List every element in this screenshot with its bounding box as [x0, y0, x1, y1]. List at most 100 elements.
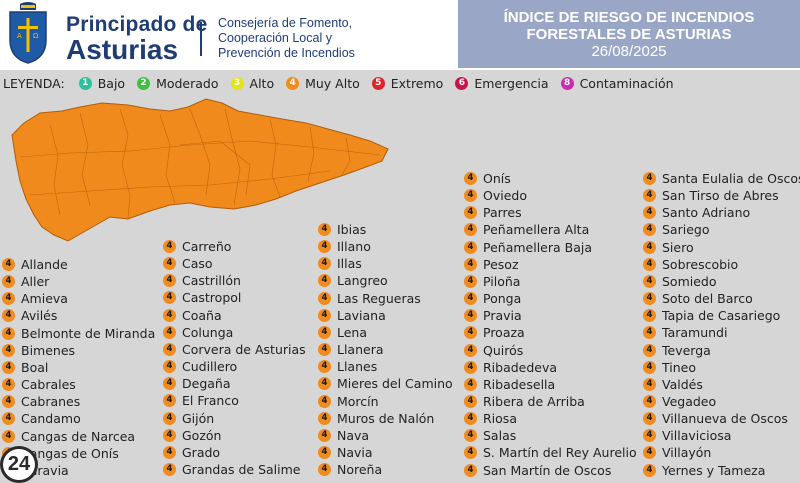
- risk-level-badge: 4: [464, 309, 477, 323]
- legend-item: 4 Muy Alto: [286, 76, 360, 91]
- legend: LEYENDA: 1 Bajo 2 Moderado 3 Alto 4 Muy Alto 5 Ex…: [3, 75, 686, 91]
- risk-level-dot: 1: [78, 76, 92, 90]
- municipality-row: 4 S. Martín del Rey Aurelio: [464, 444, 637, 461]
- risk-level-badge: 4: [163, 360, 176, 374]
- municipality-name: Santo Adriano: [662, 205, 751, 221]
- risk-level-badge: 4: [643, 360, 656, 374]
- municipality-name: Llanera: [337, 342, 384, 358]
- risk-level-badge: 4: [643, 274, 656, 288]
- risk-level-badge: 4: [163, 445, 176, 459]
- municipality-row: 4 Castrillón: [163, 272, 241, 289]
- municipality-name: Cabranes: [21, 394, 81, 410]
- risk-level-badge: 4: [643, 377, 656, 391]
- municipality-row: 4 Onís: [464, 170, 511, 187]
- risk-level-badge: 4: [2, 343, 15, 357]
- risk-level-badge: 4: [464, 292, 477, 306]
- municipality-name: Corvera de Asturias: [182, 341, 306, 357]
- risk-level-badge: 4: [163, 291, 176, 305]
- risk-level-badge: 4: [163, 257, 176, 271]
- risk-level-badge: 4: [163, 377, 176, 391]
- legend-item: 2 Moderado: [137, 76, 219, 91]
- risk-level-badge: 4: [643, 394, 656, 408]
- municipality-row: 4 Gijón: [163, 410, 214, 427]
- municipality-row: 4 Lena: [318, 324, 367, 341]
- municipality-row: 4 Colunga: [163, 324, 233, 341]
- municipality-name: Pesoz: [483, 256, 519, 272]
- municipality-name: Boal: [21, 359, 49, 375]
- municipality-name: Mieres del Camino: [337, 376, 453, 392]
- risk-level-badge: 4: [643, 343, 656, 357]
- risk-level-badge: 4: [643, 257, 656, 271]
- municipality-name: Bimenes: [21, 342, 76, 358]
- risk-level-badge: 4: [2, 326, 15, 340]
- municipality-row: 4 Parres: [464, 204, 522, 221]
- header-divider: [200, 22, 202, 56]
- municipality-row: 4 Illas: [318, 255, 362, 272]
- municipality-name: Onís: [483, 171, 511, 186]
- municipality-row: 4 Taramundi: [643, 324, 727, 341]
- municipality-name: Teverga: [662, 342, 711, 358]
- risk-level-badge: 4: [318, 257, 331, 271]
- risk-level-badge: 4: [464, 172, 477, 185]
- municipality-name: Carreño: [182, 239, 232, 254]
- municipality-name: Piloña: [483, 273, 521, 289]
- municipality-name: Parres: [483, 205, 522, 221]
- risk-level-badge: 4: [318, 223, 331, 236]
- risk-level-badge: 4: [2, 258, 15, 271]
- risk-level-badge: 4: [163, 394, 176, 408]
- municipality-row: 4 Laviana: [318, 307, 386, 324]
- municipality-name: Siero: [662, 239, 694, 255]
- municipality-row: 4 Villayón: [643, 444, 711, 461]
- municipality-row: 4 Sariego: [643, 221, 709, 238]
- municipality-name: Riosa: [483, 411, 517, 427]
- municipality-name: Somiedo: [662, 273, 717, 289]
- risk-level-badge: 4: [318, 377, 331, 391]
- legend-item-label: Bajo: [97, 75, 126, 91]
- municipality-row: 4 Ibias: [318, 221, 366, 238]
- risk-level-badge: 4: [318, 445, 331, 459]
- municipality-row: 4 Soto del Barco: [643, 290, 753, 307]
- municipality-row: 4 Tineo: [643, 359, 696, 376]
- municipality-name: Villayón: [662, 445, 712, 461]
- municipality-row: 4 Morcín: [318, 393, 379, 410]
- title-box: ÍNDICE DE RIESGO DE INCENDIOS FORESTALES…: [458, 0, 800, 68]
- municipality-name: Ponga: [483, 291, 522, 307]
- risk-level-badge: 4: [318, 325, 331, 339]
- risk-level-badge: 4: [318, 274, 331, 288]
- municipality-row: 4 Ribadedeva: [464, 359, 557, 376]
- municipality-row: 4 Yernes y Tameza: [643, 462, 765, 479]
- municipality-name: Nava: [337, 427, 370, 443]
- risk-level-badge: 4: [318, 394, 331, 408]
- risk-level-badge: 4: [464, 429, 477, 443]
- municipality-name: Grandas de Salime: [182, 461, 301, 477]
- municipality-row: 4 Candamo: [2, 410, 81, 427]
- municipality-row: 4 Riosa: [464, 410, 517, 427]
- municipality-row: 4 Degaña: [163, 375, 231, 392]
- municipality-row: 4 Cabranes: [2, 393, 80, 410]
- risk-level-badge: 4: [2, 395, 15, 409]
- municipality-name: Illas: [337, 256, 362, 272]
- municipality-name: Ribera de Arriba: [483, 393, 585, 409]
- municipality-row: 4 Cabrales: [2, 376, 76, 393]
- municipality-row: 4 Ribadesella: [464, 376, 555, 393]
- municipality-row: 4 Proaza: [464, 324, 525, 341]
- svg-text:Ω: Ω: [33, 32, 39, 40]
- municipality-row: 4 Cudillero: [163, 358, 237, 375]
- municipality-row: 4 Valdés: [643, 376, 703, 393]
- risk-level-badge: 4: [464, 360, 477, 374]
- risk-level-badge: 4: [464, 412, 477, 426]
- risk-level-badge: 4: [318, 343, 331, 357]
- municipality-name: Taramundi: [662, 325, 728, 341]
- risk-level-badge: 4: [2, 429, 15, 443]
- asturias-risk-map: [11, 98, 389, 242]
- risk-level-badge: 4: [643, 309, 656, 323]
- map-region-shape: [11, 98, 389, 242]
- municipality-name: Valdés: [662, 376, 703, 392]
- legend-item: 6 Emergencia: [455, 76, 549, 91]
- risk-level-badge: 4: [318, 360, 331, 374]
- municipality-row: 4 Amieva: [2, 290, 68, 307]
- municipality-row: 4 Piloña: [464, 273, 520, 290]
- legend-item-label: Contaminación: [579, 75, 674, 91]
- municipality-name: Colunga: [182, 324, 234, 340]
- municipality-name: Sobrescobio: [662, 256, 739, 272]
